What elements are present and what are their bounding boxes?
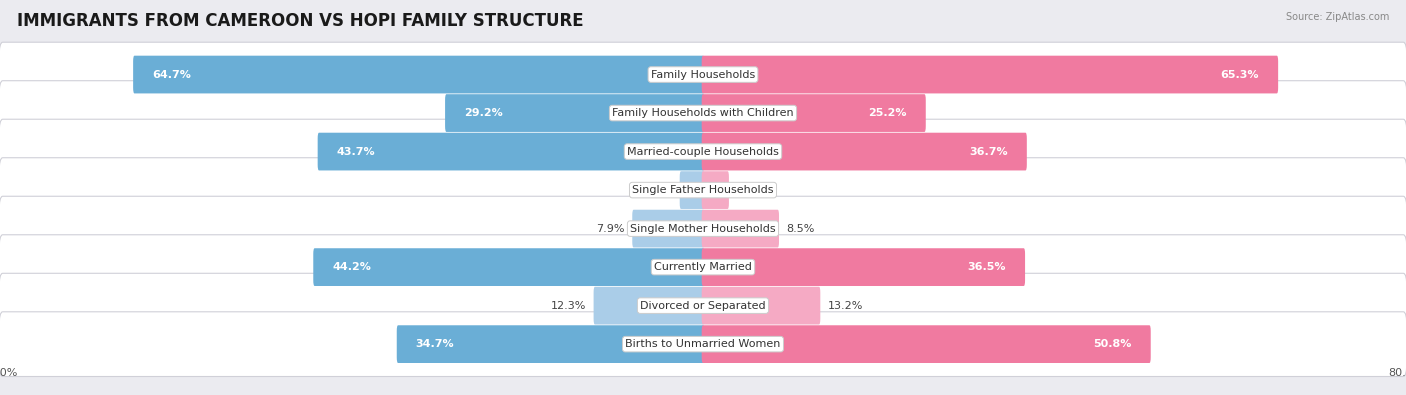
FancyBboxPatch shape — [702, 133, 1026, 171]
FancyBboxPatch shape — [0, 312, 1406, 376]
Text: Source: ZipAtlas.com: Source: ZipAtlas.com — [1285, 12, 1389, 22]
Text: 50.8%: 50.8% — [1094, 339, 1132, 349]
Text: Divorced or Separated: Divorced or Separated — [640, 301, 766, 310]
Text: 34.7%: 34.7% — [416, 339, 454, 349]
FancyBboxPatch shape — [679, 171, 704, 209]
Text: 12.3%: 12.3% — [551, 301, 586, 310]
Text: Currently Married: Currently Married — [654, 262, 752, 272]
Text: 2.5%: 2.5% — [644, 185, 672, 195]
FancyBboxPatch shape — [702, 56, 1278, 94]
FancyBboxPatch shape — [134, 56, 704, 94]
Text: Married-couple Households: Married-couple Households — [627, 147, 779, 156]
Text: 29.2%: 29.2% — [464, 108, 503, 118]
Text: Single Father Households: Single Father Households — [633, 185, 773, 195]
Text: Family Households: Family Households — [651, 70, 755, 79]
FancyBboxPatch shape — [702, 210, 779, 248]
FancyBboxPatch shape — [702, 171, 728, 209]
Text: 65.3%: 65.3% — [1220, 70, 1260, 79]
FancyBboxPatch shape — [702, 287, 820, 325]
Text: 2.8%: 2.8% — [737, 185, 765, 195]
FancyBboxPatch shape — [702, 325, 1150, 363]
Text: Family Households with Children: Family Households with Children — [612, 108, 794, 118]
Text: Births to Unmarried Women: Births to Unmarried Women — [626, 339, 780, 349]
FancyBboxPatch shape — [0, 119, 1406, 184]
FancyBboxPatch shape — [0, 235, 1406, 299]
FancyBboxPatch shape — [0, 42, 1406, 107]
Text: 8.5%: 8.5% — [786, 224, 815, 233]
FancyBboxPatch shape — [702, 94, 925, 132]
FancyBboxPatch shape — [0, 273, 1406, 338]
FancyBboxPatch shape — [633, 210, 704, 248]
FancyBboxPatch shape — [702, 248, 1025, 286]
Text: IMMIGRANTS FROM CAMEROON VS HOPI FAMILY STRUCTURE: IMMIGRANTS FROM CAMEROON VS HOPI FAMILY … — [17, 12, 583, 30]
Text: 43.7%: 43.7% — [336, 147, 375, 156]
Text: 64.7%: 64.7% — [152, 70, 191, 79]
FancyBboxPatch shape — [446, 94, 704, 132]
FancyBboxPatch shape — [593, 287, 704, 325]
Text: 7.9%: 7.9% — [596, 224, 624, 233]
FancyBboxPatch shape — [0, 196, 1406, 261]
Text: 36.7%: 36.7% — [969, 147, 1008, 156]
FancyBboxPatch shape — [0, 81, 1406, 145]
FancyBboxPatch shape — [0, 158, 1406, 222]
FancyBboxPatch shape — [314, 248, 704, 286]
Text: 36.5%: 36.5% — [967, 262, 1007, 272]
Text: 44.2%: 44.2% — [332, 262, 371, 272]
FancyBboxPatch shape — [318, 133, 704, 171]
FancyBboxPatch shape — [396, 325, 704, 363]
Text: 13.2%: 13.2% — [828, 301, 863, 310]
Text: Single Mother Households: Single Mother Households — [630, 224, 776, 233]
Text: 25.2%: 25.2% — [869, 108, 907, 118]
